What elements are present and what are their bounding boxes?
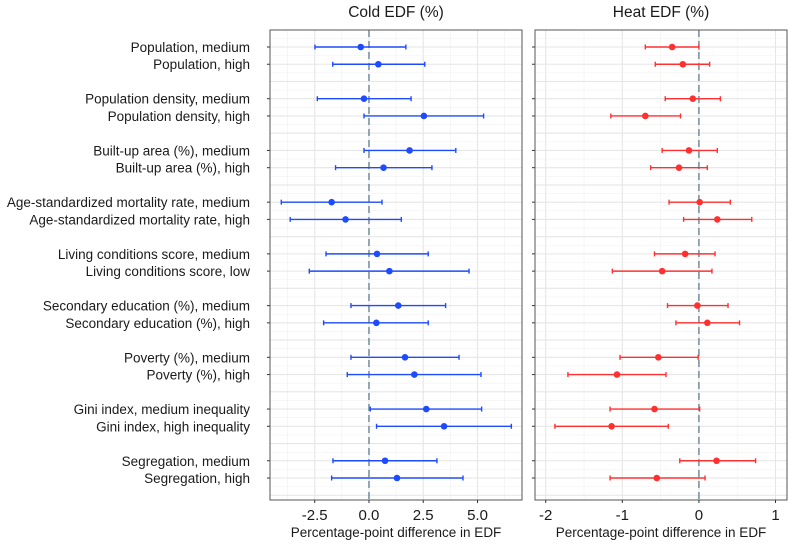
estimate-point: [713, 216, 721, 223]
estimate-point: [381, 457, 389, 465]
category-label: Secondary education (%), high: [65, 316, 250, 331]
estimate-point: [651, 405, 658, 413]
estimate-point: [658, 267, 666, 275]
x-tick-label: 0.0: [359, 507, 380, 524]
panel-background: [535, 30, 787, 500]
category-label: Secondary education (%), medium: [43, 299, 250, 314]
estimate-point: [653, 474, 661, 482]
x-tick-label: 5.0: [467, 507, 488, 524]
panel-border: [269, 29, 523, 501]
estimate-point: [440, 422, 448, 430]
estimate-point: [689, 95, 697, 103]
estimate-point: [328, 198, 335, 206]
x-tick-label: 0: [695, 507, 703, 524]
estimate-point: [608, 422, 615, 430]
category-label: Population, medium: [131, 40, 250, 55]
estimate-point: [685, 147, 693, 154]
estimate-point: [422, 405, 430, 413]
estimate-point: [613, 371, 621, 378]
estimate-point: [681, 250, 689, 258]
estimate-point: [675, 164, 683, 171]
panel-border: [534, 29, 788, 501]
x-tick-label: -2.5: [302, 507, 328, 524]
category-label: Living conditions score, low: [86, 264, 251, 279]
x-tick-label: 2.5: [413, 507, 434, 524]
category-label: Segregation, medium: [122, 454, 250, 469]
estimate-point: [713, 457, 720, 465]
x-tick-label: -2: [539, 507, 552, 524]
x-axis-title: Percentage-point difference in EDF: [291, 525, 502, 540]
category-label: Built-up area (%), high: [116, 161, 250, 176]
estimate-point: [641, 112, 649, 120]
estimate-point: [704, 319, 711, 327]
category-label: Poverty (%), high: [146, 368, 250, 383]
category-label: Living conditions score, medium: [58, 247, 250, 262]
estimate-point: [380, 164, 387, 171]
estimate-point: [420, 112, 428, 120]
estimate-point: [342, 216, 349, 223]
estimate-point: [360, 95, 368, 103]
estimate-point: [401, 354, 409, 361]
category-label: Poverty (%), medium: [124, 350, 250, 365]
estimate-point: [386, 267, 393, 275]
category-label: Gini index, high inequality: [96, 419, 250, 434]
estimate-point: [411, 371, 418, 378]
category-label: Segregation, high: [144, 471, 250, 486]
category-label: Population density, medium: [85, 92, 250, 107]
x-tick-label: 1: [771, 507, 779, 524]
category-label: Population density, high: [108, 109, 250, 124]
category-label: Age-standardized mortality rate, high: [29, 212, 250, 227]
estimate-point: [406, 147, 413, 154]
estimate-point: [393, 474, 401, 482]
x-axis-title: Percentage-point difference in EDF: [556, 525, 767, 540]
estimate-point: [655, 354, 662, 361]
estimate-point: [373, 250, 381, 258]
panel-title: Cold EDF (%): [348, 4, 444, 21]
x-tick-label: -1: [616, 507, 629, 524]
estimate-point: [696, 198, 703, 206]
estimate-point: [357, 43, 365, 51]
category-label: Age-standardized mortality rate, medium: [7, 195, 250, 210]
category-label: Population, high: [153, 57, 250, 72]
panel-title: Heat EDF (%): [613, 4, 709, 21]
estimate-point: [668, 43, 676, 51]
estimate-point: [375, 60, 382, 68]
category-label: Built-up area (%), medium: [93, 143, 250, 158]
estimate-point: [679, 60, 687, 68]
estimate-point: [694, 302, 701, 309]
estimate-point: [394, 302, 402, 309]
estimate-point: [373, 319, 380, 327]
category-label: Gini index, medium inequality: [74, 402, 251, 417]
